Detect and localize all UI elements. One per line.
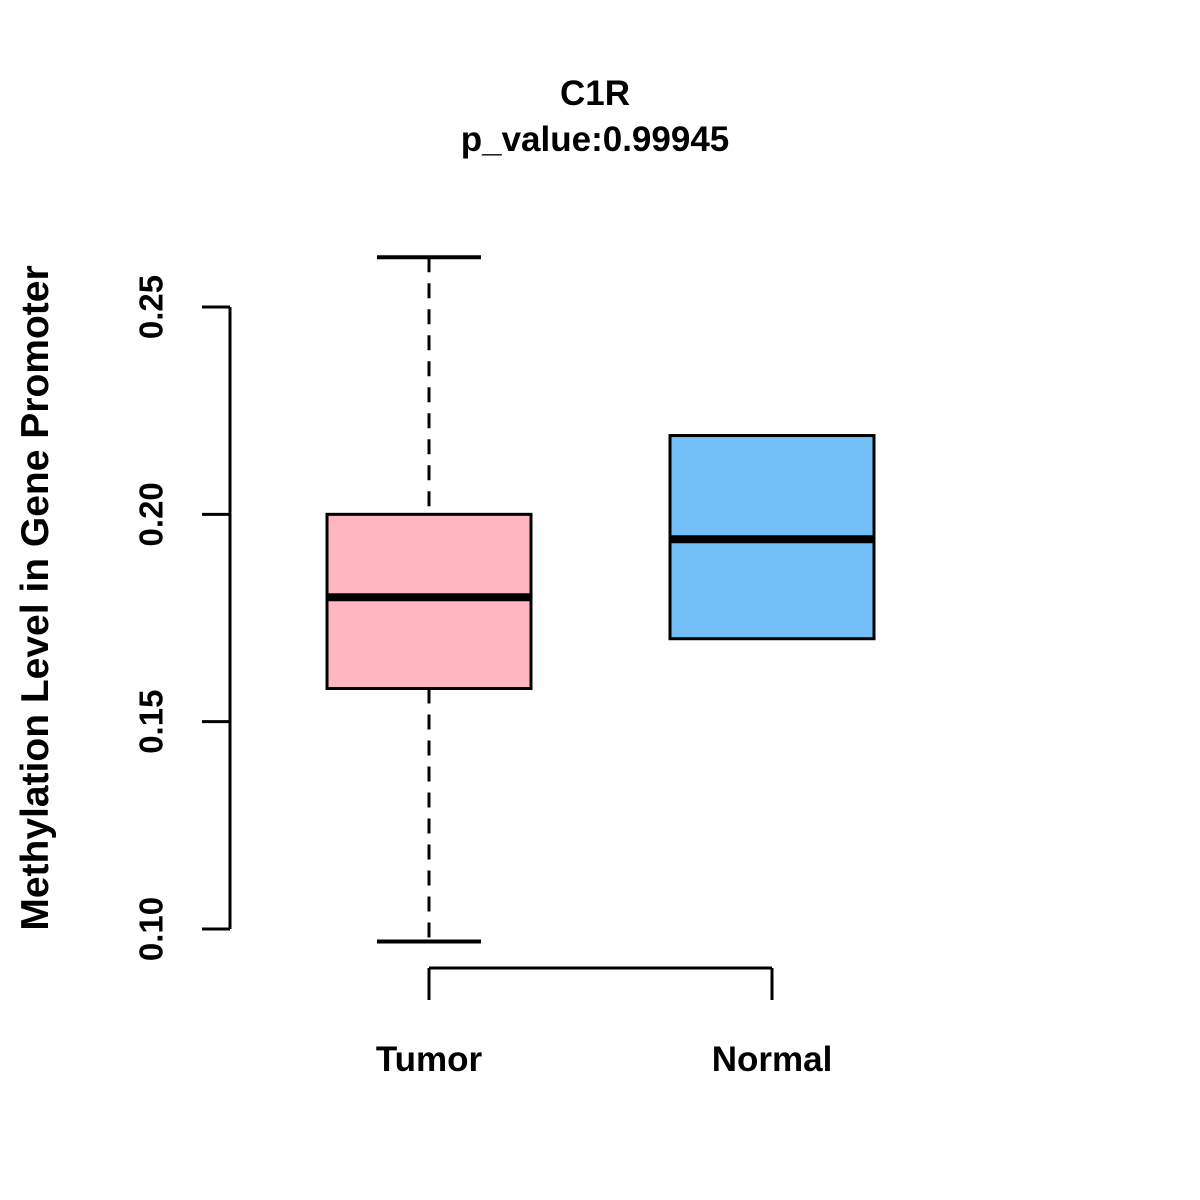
chart-title: C1R xyxy=(559,74,631,113)
y-tick-label: 0.15 xyxy=(133,690,170,754)
box-tumor xyxy=(325,512,533,690)
y-tick-label: 0.10 xyxy=(133,897,170,961)
x-category-label: Tumor xyxy=(376,1040,483,1079)
y-tick-label: 0.25 xyxy=(133,275,170,339)
x-category-label: Normal xyxy=(712,1040,833,1079)
chart-subtitle-pvalue: p_value:0.99945 xyxy=(460,120,730,159)
y-tick-label: 0.20 xyxy=(133,482,170,546)
y-axis-label: Methylation Level in Gene Promoter xyxy=(14,265,57,931)
